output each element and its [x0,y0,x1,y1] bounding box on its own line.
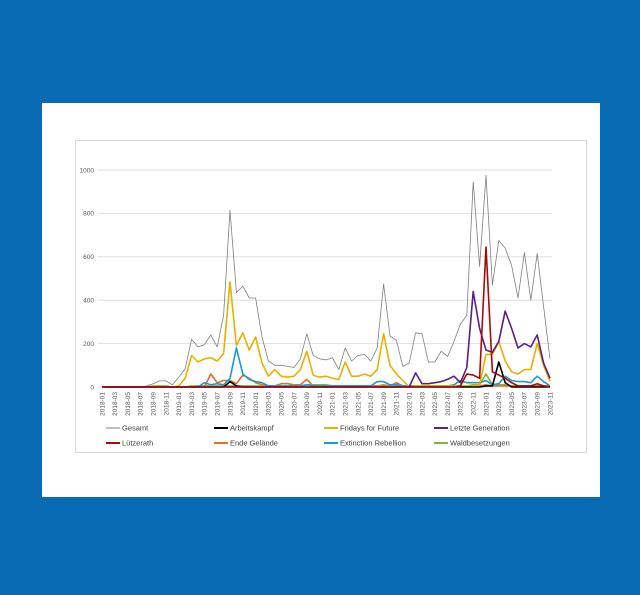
x-tick-label: 2019-05 [202,392,209,416]
x-tick-label: 2019-07 [215,392,222,416]
legend-label: Gesamt [122,424,149,433]
x-tick-label: 2023-11 [547,392,554,416]
legend-label: Lützerath [122,439,153,448]
y-tick-label: 600 [83,254,94,261]
x-tick-label: 2019-11 [240,392,247,416]
x-tick-label: 2022-03 [419,392,426,416]
legend-label: Letzte Generation [450,424,510,433]
y-tick-label: 400 [83,298,94,305]
y-tick-label: 1000 [80,167,95,174]
line-chart: 0 200 400 600 800 1000 2018-01 2018-03 2018-05 20… [80,167,555,448]
legend-label: Waldbesetzungen [450,439,510,448]
x-tick-label: 2020-03 [266,392,273,416]
x-tick-label: 2018-03 [112,392,119,416]
y-tick-label: 800 [83,211,94,218]
x-tick-label: 2020-05 [279,392,286,416]
series-line-gesamt [102,175,551,388]
x-tick-label: 2021-07 [368,392,375,416]
x-tick-label: 2018-07 [138,392,145,416]
x-tick-label: 2019-09 [227,392,234,416]
y-tick-label: 200 [83,341,94,348]
legend-label: Extinction Rebellion [340,439,406,448]
x-tick-label: 2020-07 [291,392,298,416]
x-tick-label: 2023-03 [496,392,503,416]
x-tick-label: 2018-09 [151,392,158,416]
x-tick-label: 2023-09 [535,392,542,416]
series-line-l-tzerath [102,246,551,388]
y-tick-label: 0 [90,384,94,391]
x-tick-label: 2018-01 [99,392,106,416]
legend-label: Arbeitskampf [230,424,275,433]
x-tick-label: 2022-07 [445,392,452,416]
x-tick-label: 2023-01 [483,392,490,416]
x-tick-label: 2018-05 [125,392,132,416]
x-tick-label: 2020-01 [253,392,260,416]
legend-label: Fridays for Future [340,424,399,433]
x-tick-label: 2023-05 [509,392,516,416]
x-tick-label: 2022-11 [471,392,478,416]
legend-label: Ende Gelände [230,439,278,448]
x-tick-label: 2021-03 [343,392,350,416]
x-tick-label: 2021-01 [330,392,337,416]
x-tick-label: 2022-01 [407,392,414,416]
x-tick-label: 2019-01 [176,392,183,416]
x-tick-label: 2018-11 [163,392,170,416]
x-tick-label: 2022-05 [432,392,439,416]
x-tick-label: 2020-11 [317,392,324,416]
x-tick-label: 2019-03 [189,392,196,416]
chart-area: 0 200 400 600 800 1000 2018-01 2018-03 2018-05 20… [75,140,587,453]
x-tick-label: 2021-05 [355,392,362,416]
x-tick-label: 2020-09 [304,392,311,416]
x-tick-label: 2023-07 [522,392,529,416]
x-tick-label: 2021-11 [394,392,401,416]
x-tick-label: 2021-09 [381,392,388,416]
x-tick-label: 2022-09 [458,392,465,416]
